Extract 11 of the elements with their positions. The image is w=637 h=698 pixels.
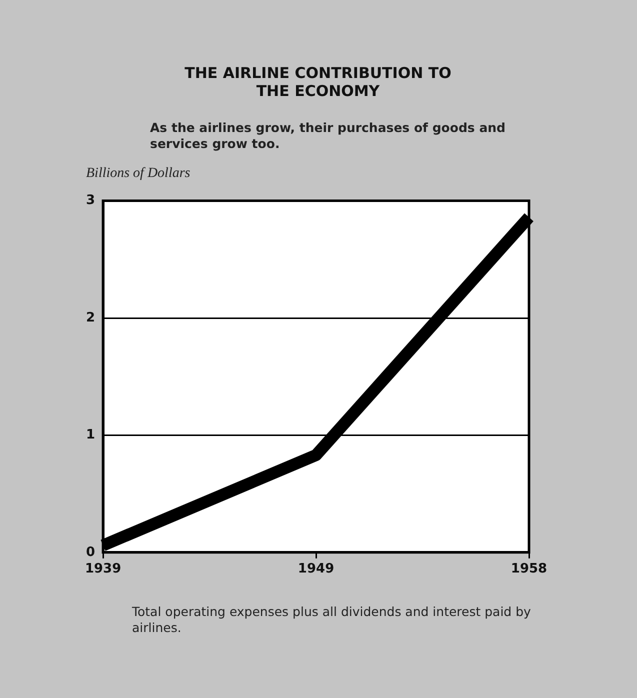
y-tick-label: 1 (86, 428, 96, 443)
x-tick-label: 1939 (84, 562, 122, 577)
y-axis-title: Billions of Dollars (86, 166, 190, 182)
chart-title: THE AIRLINE CONTRIBUTION TO THE ECONOMY (184, 64, 452, 100)
x-tick-label: 1949 (298, 562, 334, 577)
y-tick-label: 3 (86, 193, 96, 208)
chart-subtitle: As the airlines grow, their purchases of goods and services grow too. (150, 120, 506, 152)
x-tick-label: 1958 (510, 562, 548, 577)
y-tick-label: 2 (86, 310, 96, 326)
text: Total operating expenses plus all dividends and interest paid by airlines. (132, 604, 532, 636)
y-tick-label: 0 (86, 544, 96, 560)
